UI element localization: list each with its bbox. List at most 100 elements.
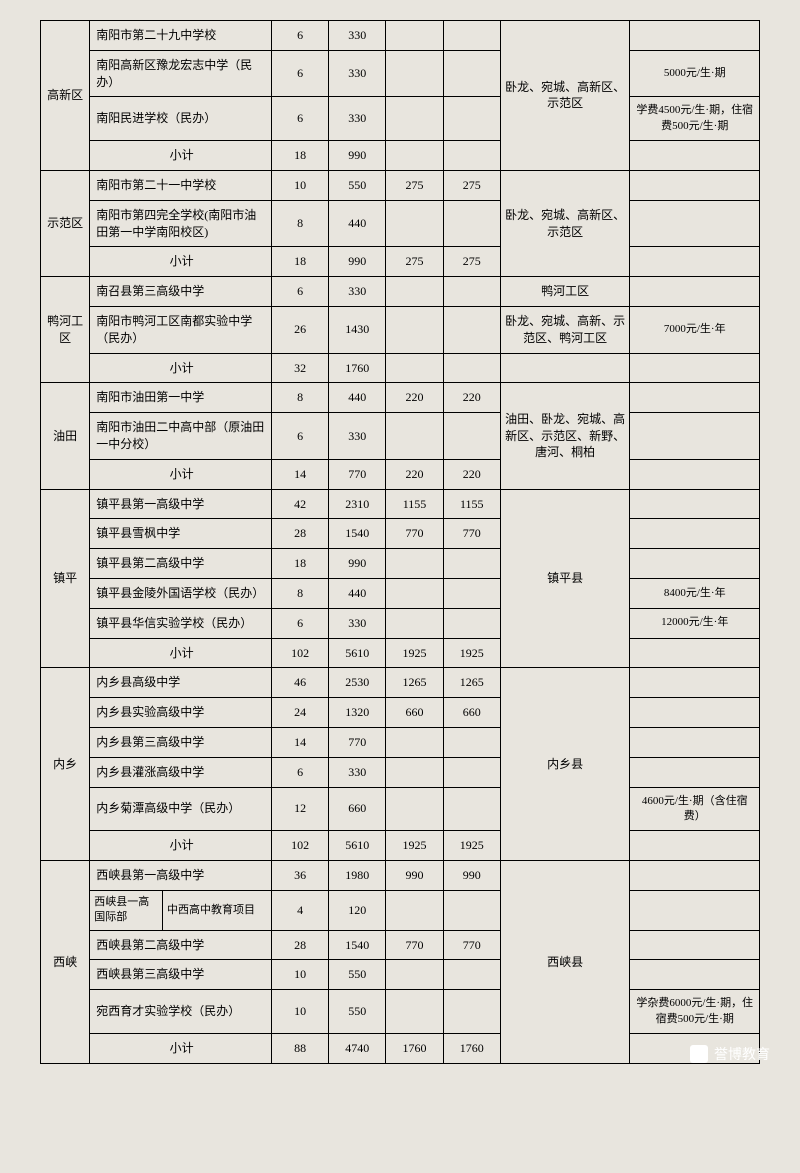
region-cell: 内乡 xyxy=(41,668,90,861)
col-n3: 275 xyxy=(386,170,443,200)
col-n1: 18 xyxy=(271,141,328,171)
school-cell: 西峡县第二高级中学 xyxy=(90,930,272,960)
col-n4: 1925 xyxy=(443,638,500,668)
col-n1: 14 xyxy=(271,459,328,489)
school-cell: 南阳市第二十一中学校 xyxy=(90,170,272,200)
col-n4 xyxy=(443,413,500,460)
table-row: 南阳市第四完全学校(南阳市油田第一中学南阳校区)8440 xyxy=(41,200,760,247)
table-row: 内乡县实验高级中学241320660660 xyxy=(41,698,760,728)
fee-cell: 4600元/生·期（含住宿费） xyxy=(630,787,760,831)
col-n3 xyxy=(386,97,443,141)
table-row: 西峡县第二高级中学281540770770 xyxy=(41,930,760,960)
col-n3 xyxy=(386,200,443,247)
col-n1: 36 xyxy=(271,861,328,891)
col-n3 xyxy=(386,787,443,831)
col-n2: 5610 xyxy=(329,831,386,861)
col-n1: 46 xyxy=(271,668,328,698)
col-n3: 990 xyxy=(386,861,443,891)
fee-cell xyxy=(630,727,760,757)
col-n2: 330 xyxy=(329,21,386,51)
col-n3 xyxy=(386,608,443,638)
col-n1: 6 xyxy=(271,277,328,307)
fee-cell xyxy=(630,459,760,489)
table-row: 高新区南阳市第二十九中学校6330卧龙、宛城、高新区、示范区 xyxy=(41,21,760,51)
col-n4 xyxy=(443,21,500,51)
fee-cell xyxy=(630,200,760,247)
col-n1: 6 xyxy=(271,608,328,638)
col-n2: 770 xyxy=(329,459,386,489)
area-cell: 卧龙、宛城、高新区、示范区 xyxy=(500,170,630,276)
fee-cell xyxy=(630,21,760,51)
col-n2: 4740 xyxy=(329,1034,386,1064)
fee-cell: 8400元/生·年 xyxy=(630,578,760,608)
table-row: 内乡县灌涨高级中学6330 xyxy=(41,757,760,787)
col-n4: 220 xyxy=(443,383,500,413)
school-cell: 南召县第三高级中学 xyxy=(90,277,272,307)
table-row: 南阳民进学校（民办）6330学费4500元/生·期，住宿费500元/生·期 xyxy=(41,97,760,141)
table-row: 西峡西峡县第一高级中学361980990990西峡县 xyxy=(41,861,760,891)
col-n2: 330 xyxy=(329,413,386,460)
table-row: 南阳市油田二中高中部（原油田一中分校）6330 xyxy=(41,413,760,460)
col-n2: 770 xyxy=(329,727,386,757)
school-cell: 镇平县华信实验学校（民办） xyxy=(90,608,272,638)
fee-cell xyxy=(630,247,760,277)
fee-cell: 12000元/生·年 xyxy=(630,608,760,638)
col-n2: 330 xyxy=(329,277,386,307)
col-n4 xyxy=(443,787,500,831)
col-n4 xyxy=(443,141,500,171)
col-n3: 1265 xyxy=(386,668,443,698)
school-cell: 宛西育才实验学校（民办） xyxy=(90,990,272,1034)
col-n1: 14 xyxy=(271,727,328,757)
col-n1: 24 xyxy=(271,698,328,728)
fee-cell: 学费4500元/生·期，住宿费500元/生·期 xyxy=(630,97,760,141)
col-n2: 660 xyxy=(329,787,386,831)
table-row: 小计321760 xyxy=(41,353,760,383)
col-n2: 550 xyxy=(329,990,386,1034)
col-n2: 330 xyxy=(329,50,386,97)
col-n4: 275 xyxy=(443,247,500,277)
school-cell: 南阳市油田二中高中部（原油田一中分校） xyxy=(90,413,272,460)
col-n4: 770 xyxy=(443,519,500,549)
col-n1: 28 xyxy=(271,930,328,960)
watermark-text: 誉博教育 xyxy=(714,1044,770,1064)
fee-cell xyxy=(630,638,760,668)
subtotal-cell: 小计 xyxy=(90,831,272,861)
col-n4 xyxy=(443,50,500,97)
col-n1: 18 xyxy=(271,549,328,579)
table-row: 内乡内乡县高级中学46253012651265内乡县 xyxy=(41,668,760,698)
table-row: 南阳高新区豫龙宏志中学（民办）63305000元/生·期 xyxy=(41,50,760,97)
fee-cell xyxy=(630,549,760,579)
fee-cell xyxy=(630,890,760,930)
school-cell: 南阳民进学校（民办） xyxy=(90,97,272,141)
col-n3 xyxy=(386,727,443,757)
col-n1: 12 xyxy=(271,787,328,831)
fee-cell: 5000元/生·期 xyxy=(630,50,760,97)
col-n1: 102 xyxy=(271,831,328,861)
fee-cell: 学杂费6000元/生·期，住宿费500元/生·期 xyxy=(630,990,760,1034)
watermark: 誉博教育 xyxy=(690,1044,770,1064)
col-n3: 220 xyxy=(386,459,443,489)
table-row: 小计18990275275 xyxy=(41,247,760,277)
col-n2: 440 xyxy=(329,578,386,608)
table-row: 小计18990 xyxy=(41,141,760,171)
col-n1: 10 xyxy=(271,170,328,200)
col-n1: 6 xyxy=(271,50,328,97)
school-cell: 内乡县实验高级中学 xyxy=(90,698,272,728)
table-row: 油田南阳市油田第一中学8440220220油田、卧龙、宛城、高新区、示范区、新野… xyxy=(41,383,760,413)
subtotal-cell: 小计 xyxy=(90,1034,272,1064)
col-n3 xyxy=(386,757,443,787)
school-cell: 镇平县第一高级中学 xyxy=(90,489,272,519)
col-n4: 1265 xyxy=(443,668,500,698)
col-n4 xyxy=(443,97,500,141)
col-n1: 8 xyxy=(271,200,328,247)
col-n1: 102 xyxy=(271,638,328,668)
fee-cell xyxy=(630,831,760,861)
table-row: 内乡县第三高级中学14770 xyxy=(41,727,760,757)
fee-cell xyxy=(630,757,760,787)
col-n4: 275 xyxy=(443,170,500,200)
table-row: 内乡菊潭高级中学（民办）126604600元/生·期（含住宿费） xyxy=(41,787,760,831)
table-row: 镇平县金陵外国语学校（民办）84408400元/生·年 xyxy=(41,578,760,608)
col-n3: 1155 xyxy=(386,489,443,519)
area-cell: 西峡县 xyxy=(500,861,630,1064)
table-row: 鸭河工区南召县第三高级中学6330鸭河工区 xyxy=(41,277,760,307)
